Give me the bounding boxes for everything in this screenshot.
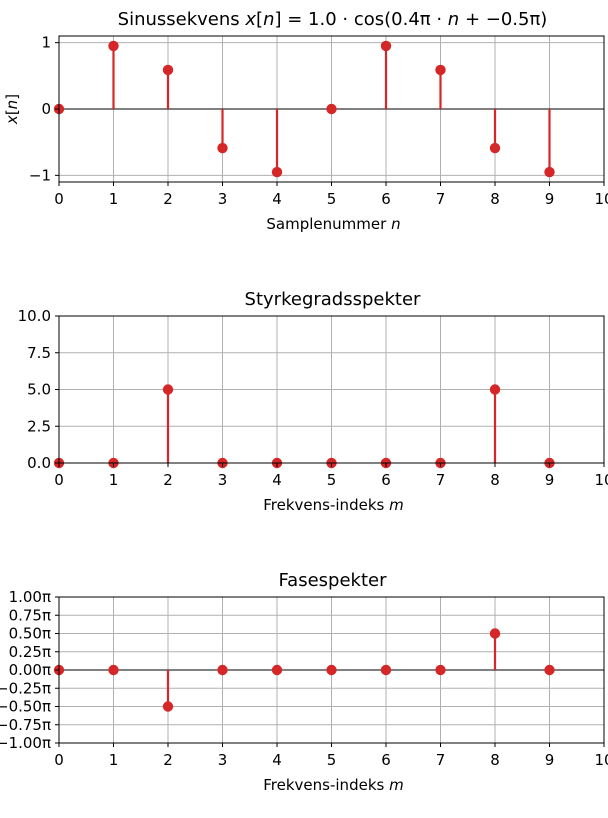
x-tick-label: 2: [163, 471, 173, 489]
stem-marker: [380, 40, 392, 52]
x-tick-label: 2: [163, 751, 173, 769]
chart-title: Fasespekter: [278, 570, 387, 591]
y-tick-label: 0.75π: [9, 606, 51, 624]
x-tick-label: 7: [436, 190, 446, 208]
x-tick-label: 4: [272, 751, 282, 769]
y-tick-label: 1.00π: [9, 588, 51, 606]
x-tick-label: 4: [272, 190, 282, 208]
x-tick-label: 9: [545, 190, 555, 208]
stem-marker: [435, 664, 446, 676]
stem-marker: [271, 166, 283, 178]
x-tick-label: 3: [218, 471, 228, 489]
x-tick-label: 6: [381, 471, 391, 489]
y-tick-label: 0.50π: [9, 625, 51, 643]
x-tick-label: 6: [381, 751, 391, 769]
stem-marker: [326, 103, 337, 115]
y-tick-label: 7.5: [27, 344, 51, 362]
stem-marker: [162, 701, 174, 712]
x-tick-label: 1: [109, 471, 119, 489]
x-tick-label: 5: [327, 190, 337, 208]
stem-marker: [489, 384, 501, 395]
x-tick-label: 5: [327, 751, 337, 769]
x-axis-label: Frekvens-indeks m: [263, 776, 403, 794]
y-tick-label: −1: [29, 166, 51, 184]
stem-marker: [108, 664, 119, 676]
stem-marker: [217, 142, 228, 154]
y-tick-label: 5.0: [27, 381, 51, 399]
chart-3: 0 1 2 3 4 5 6 7 8 9 10 −1.00π−0.75π−0.50π−0.25π0.00…: [0, 570, 608, 794]
stem-marker: [326, 664, 337, 676]
stem-marker: [435, 64, 446, 76]
x-tick-label: 0: [54, 751, 64, 769]
chart-title: Styrkegradsspekter: [245, 289, 421, 310]
x-tick-label: 3: [218, 190, 228, 208]
y-tick-label: −0.25π: [0, 679, 51, 697]
x-tick-label: 6: [381, 190, 391, 208]
stem-marker: [162, 64, 174, 76]
y-tick-label: 0.00π: [9, 661, 51, 679]
y-tick-label: 10.0: [18, 307, 51, 325]
x-tick-label: 8: [490, 751, 500, 769]
stem-marker: [489, 142, 501, 154]
y-tick-label: −1.00π: [0, 734, 51, 752]
x-tick-label: 1: [109, 751, 119, 769]
y-tick-label: 2.5: [27, 417, 51, 435]
x-tick-label: 4: [272, 471, 282, 489]
stem-marker: [489, 628, 501, 639]
stem-marker: [271, 664, 283, 676]
x-tick-label: 5: [327, 471, 337, 489]
x-tick-label: 7: [436, 751, 446, 769]
y-tick-label: 0.0: [27, 454, 51, 472]
x-tick-label: 10: [594, 471, 608, 489]
stem-marker: [544, 664, 555, 676]
x-tick-label: 0: [54, 471, 64, 489]
y-axis-label: x[n]: [3, 94, 21, 125]
x-tick-label: 10: [594, 190, 608, 208]
x-axis-label: Samplenummer n: [266, 215, 400, 233]
x-tick-label: 8: [490, 471, 500, 489]
stem-marker: [217, 664, 228, 676]
y-tick-label: 0.25π: [9, 643, 51, 661]
x-tick-label: 8: [490, 190, 500, 208]
y-tick-label: 1: [41, 34, 51, 52]
x-tick-label: 1: [109, 190, 119, 208]
stem-marker: [544, 166, 555, 178]
x-tick-label: 9: [545, 751, 555, 769]
x-tick-label: 10: [594, 751, 608, 769]
x-tick-label: 3: [218, 751, 228, 769]
x-tick-label: 9: [545, 471, 555, 489]
y-tick-label: −0.75π: [0, 716, 51, 734]
y-tick-label: 0: [41, 100, 51, 118]
chart-title: Sinussekvens x[n] = 1.0 · cos(0.4π · n +…: [118, 9, 548, 30]
chart-2: 0 1 2 3 4 5 6 7 8 9 10 0.0 2.5 5.0 7.5 10.0 Styrkegradss…: [18, 289, 608, 514]
stem-marker: [162, 384, 174, 395]
x-tick-label: 7: [436, 471, 446, 489]
x-axis-label: Frekvens-indeks m: [263, 496, 403, 514]
x-tick-label: 0: [54, 190, 64, 208]
y-tick-label: −0.50π: [0, 698, 51, 716]
stem-marker: [108, 40, 119, 52]
x-tick-label: 2: [163, 190, 173, 208]
stem-marker: [380, 664, 392, 676]
